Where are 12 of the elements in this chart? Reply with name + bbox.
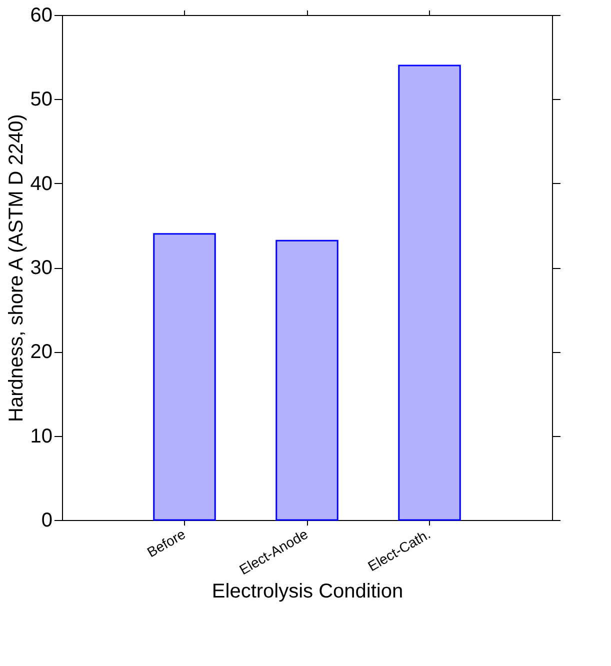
y-tick-label: 30 [30,257,52,279]
y-tick-label: 50 [30,88,52,111]
y-tick-label: 0 [41,510,52,532]
y-tick-label: 60 [30,4,52,26]
y-tick-label: 20 [30,341,52,364]
bar [276,240,338,521]
bar [153,233,216,521]
bar [398,64,461,521]
x-axis-title: Electrolysis Condition [212,580,404,603]
y-tick-label: 40 [30,172,52,195]
y-axis-title: Hardness, shore A (ASTM D 2240) [5,114,28,422]
y-tick-label: 10 [30,425,52,448]
